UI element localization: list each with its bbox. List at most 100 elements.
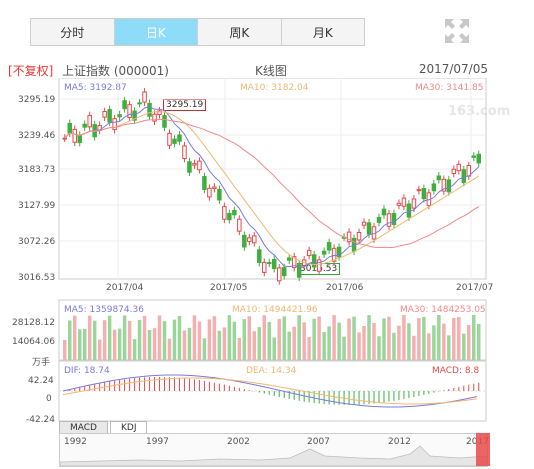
volume-bar: [282, 316, 286, 360]
y-tick: 3016.53: [18, 273, 56, 283]
candle: [456, 163, 462, 172]
volume-bar: [157, 315, 162, 360]
volume-bar: [402, 315, 406, 360]
candle: [306, 250, 312, 257]
volume-bar: [387, 316, 391, 360]
volume-bar: [202, 338, 207, 360]
candle: [376, 217, 382, 223]
dif-line: [62, 374, 478, 408]
candle: [381, 208, 387, 216]
candle: [411, 198, 417, 209]
candle: [476, 153, 482, 164]
volume-bar: [292, 326, 296, 360]
candle: [446, 179, 452, 193]
volume-bar: [347, 318, 351, 360]
candle: [366, 222, 372, 235]
candle: [142, 91, 147, 103]
volume-bar: [352, 316, 356, 360]
candle: [316, 259, 322, 272]
volume-bar: [472, 315, 476, 360]
timeline-navigator[interactable]: [59, 433, 488, 467]
candle: [132, 110, 137, 121]
volume-bar: [277, 318, 281, 360]
x-tick: 2017/05: [210, 283, 248, 293]
volume-bar: [232, 321, 237, 360]
candle: [346, 231, 352, 243]
candle: [162, 115, 167, 128]
candle: [67, 122, 72, 134]
tab-intraday[interactable]: 分时: [31, 19, 115, 45]
timeline-year: 2012: [388, 437, 411, 447]
candle: [157, 110, 162, 116]
volume-bar: [222, 327, 227, 360]
vol-ma10-label: MA10: 1494421.96: [232, 305, 318, 315]
candle: [187, 161, 192, 173]
tab-monthly-k[interactable]: 月K: [281, 19, 364, 45]
volume-bar: [192, 315, 197, 360]
x-tick: 2017/04: [106, 283, 144, 293]
timeline-year: 2002: [227, 437, 250, 447]
candle: [326, 242, 332, 251]
volume-bar: [477, 323, 481, 360]
volume-bar: [392, 332, 396, 360]
ma30-label: MA30: 3141.85: [415, 83, 484, 93]
tab-weekly-k[interactable]: 周K: [198, 19, 282, 45]
vol-ma30-label: MA30: 1484253.05: [400, 305, 486, 315]
x-tick: 2017/06: [326, 283, 364, 293]
candle: [152, 113, 157, 122]
candle: [247, 237, 252, 242]
ma10-label: MA10: 3182.04: [240, 83, 309, 93]
ma30-line: [64, 118, 480, 249]
volume-bar: [122, 315, 127, 360]
candle: [252, 235, 257, 244]
volume-bar: [127, 320, 132, 360]
watermark: 163.com: [448, 104, 511, 119]
macd-label: MACD: 8.8: [432, 366, 480, 376]
current-date: 2017/07/05: [418, 62, 488, 76]
volume-bar: [132, 339, 137, 360]
y-tick: 3239.46: [18, 131, 56, 141]
candle: [112, 118, 117, 131]
volume-bar: [417, 318, 421, 360]
dif-label: DIF: 18.74: [64, 366, 110, 376]
y-tick: 3295.19: [18, 95, 56, 105]
candle: [461, 169, 467, 183]
volume-bar: [77, 329, 82, 360]
volume-bar: [322, 332, 326, 360]
fullscreen-icon[interactable]: [444, 18, 470, 44]
y-tick: 3072.26: [18, 237, 56, 247]
index-name: 上证指数 (000001): [62, 64, 169, 78]
macd-y-tick: 42.24: [28, 376, 54, 386]
candle: [237, 218, 242, 232]
volume-bar: [412, 335, 416, 360]
volume-bar: [197, 321, 202, 360]
chart-header: [不复权] 上证指数 (000001) K线图 2017/07/05: [8, 62, 488, 78]
volume-bar: [172, 319, 177, 360]
candle: [207, 187, 212, 198]
volume-bar: [427, 333, 431, 360]
timeline-range-handle[interactable]: [476, 433, 490, 466]
volume-bar: [327, 326, 331, 360]
candle: [72, 128, 77, 143]
dea-line: [62, 377, 478, 405]
tab-daily-k[interactable]: 日K: [114, 19, 198, 45]
volume-bar: [437, 315, 441, 360]
candle: [77, 134, 82, 144]
volume-bar: [332, 315, 336, 360]
candle: [62, 137, 67, 140]
candle: [286, 257, 292, 261]
candle: [356, 232, 362, 241]
candle: [197, 160, 202, 171]
candle: [232, 209, 237, 216]
tab-macd[interactable]: MACD: [59, 421, 108, 434]
vol-y-tick: 14064.06: [12, 337, 55, 347]
candle: [431, 183, 437, 192]
kline-chart[interactable]: [0, 78, 534, 438]
tab-kdj[interactable]: KDJ: [109, 421, 148, 434]
adjust-tag[interactable]: [不复权]: [8, 64, 54, 78]
volume-bar: [422, 316, 426, 360]
candle: [416, 189, 422, 192]
candle: [102, 111, 107, 118]
dea-label: DEA: 14.34: [246, 366, 297, 376]
ma5-label: MA5: 3192.87: [64, 83, 127, 93]
